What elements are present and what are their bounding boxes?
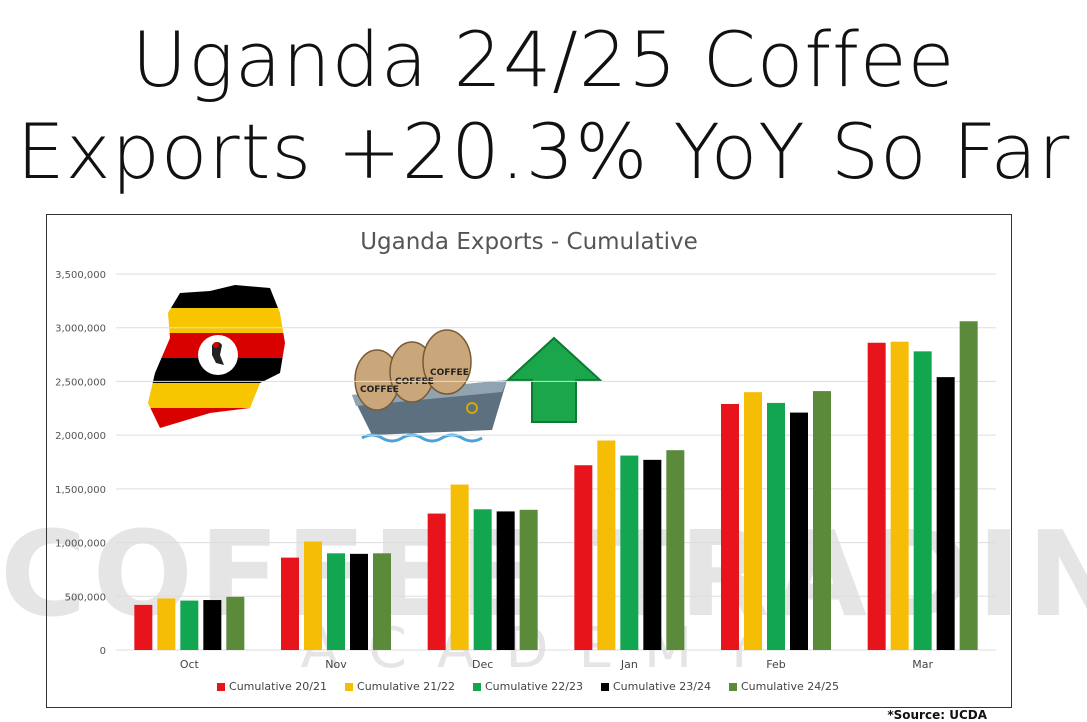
x-tick-label: Dec — [472, 658, 493, 671]
x-tick-label: Mar — [912, 658, 933, 671]
bar — [134, 604, 153, 650]
x-tick-label: Feb — [766, 658, 785, 671]
legend-swatch — [473, 682, 481, 691]
y-tick-label: 0 — [100, 646, 106, 657]
x-tick-label: Jan — [620, 658, 638, 671]
legend-label: Cumulative 21/22 — [357, 680, 455, 693]
x-tick-label: Oct — [180, 658, 200, 671]
bar — [620, 455, 639, 650]
source-note: *Source: UCDA — [887, 708, 987, 722]
chart-title: Uganda Exports - Cumulative — [360, 229, 698, 255]
bag-label-2: COFFEE — [395, 377, 434, 387]
chart-frame: Uganda Exports - Cumulative — [46, 214, 1012, 708]
legend-label: Cumulative 23/24 — [612, 680, 711, 693]
bar — [867, 342, 886, 650]
bar — [913, 351, 932, 650]
bar — [666, 450, 685, 650]
bar — [226, 596, 245, 650]
y-tick-label: 1,000,000 — [55, 539, 106, 550]
bar — [936, 377, 955, 650]
legend-swatch — [217, 682, 226, 691]
legend-item: Cumulative 21/22 — [345, 680, 455, 693]
bar — [281, 557, 299, 650]
bar — [790, 412, 808, 650]
bar — [350, 553, 368, 650]
legend-label: Cumulative 24/25 — [740, 680, 839, 693]
bar — [373, 553, 391, 650]
bar — [721, 403, 739, 650]
legend-swatch — [345, 682, 354, 691]
y-tick-label: 3,500,000 — [55, 270, 106, 281]
bar — [643, 459, 662, 650]
legend-item: Cumulative 22/23 — [473, 680, 583, 693]
bar — [157, 598, 176, 650]
up-arrow-icon — [506, 336, 602, 423]
cargo-ship-icon: COFFEE COFFEE COFFEE — [352, 329, 507, 443]
x-tick-label: Nov — [325, 658, 347, 671]
bar — [496, 511, 515, 650]
legend-swatch — [728, 682, 737, 691]
y-tick-label: 1,500,000 — [55, 485, 106, 496]
legend-swatch — [600, 682, 609, 691]
y-tick-label: 500,000 — [65, 592, 106, 603]
chart-legend: Cumulative 20/21 Cumulative 21/22 Cumulati… — [46, 680, 1010, 693]
legend-item: Cumulative 20/21 — [217, 680, 327, 693]
legend-label: Cumulative 22/23 — [485, 680, 583, 693]
headline: Uganda 24/25 Coffee Exports +20.3% YoY S… — [0, 14, 1087, 198]
bar — [744, 392, 762, 650]
uganda-flag-map-icon — [148, 285, 285, 428]
bar — [304, 541, 322, 650]
legend-label: Cumulative 20/21 — [229, 680, 328, 693]
bar — [327, 553, 345, 650]
bar-chart: 0 500,000 1,000,000 1,500,000 2,000,000 2,500… — [55, 270, 996, 671]
bag-label-3: COFFEE — [430, 368, 469, 378]
bag-label-1: COFFEE — [360, 385, 399, 395]
bar — [427, 513, 446, 650]
bar — [574, 465, 593, 650]
y-tick-label: 2,500,000 — [55, 377, 106, 388]
y-tick-label: 3,000,000 — [55, 324, 106, 335]
bar — [767, 402, 785, 650]
bar — [450, 484, 469, 650]
bar — [180, 600, 199, 650]
legend-item: Cumulative 23/24 — [600, 680, 711, 693]
bar — [959, 321, 978, 650]
bar — [519, 509, 538, 650]
bar — [813, 391, 831, 650]
bar — [473, 509, 492, 650]
y-tick-label: 2,000,000 — [55, 431, 106, 442]
legend-item: Cumulative 24/25 — [728, 680, 839, 693]
bar — [203, 600, 222, 650]
bar — [890, 341, 909, 650]
bar — [597, 440, 616, 650]
headline-line-2: Exports +20.3% YoY So Far — [16, 107, 1071, 196]
headline-line-1: Uganda 24/25 Coffee — [131, 15, 956, 104]
